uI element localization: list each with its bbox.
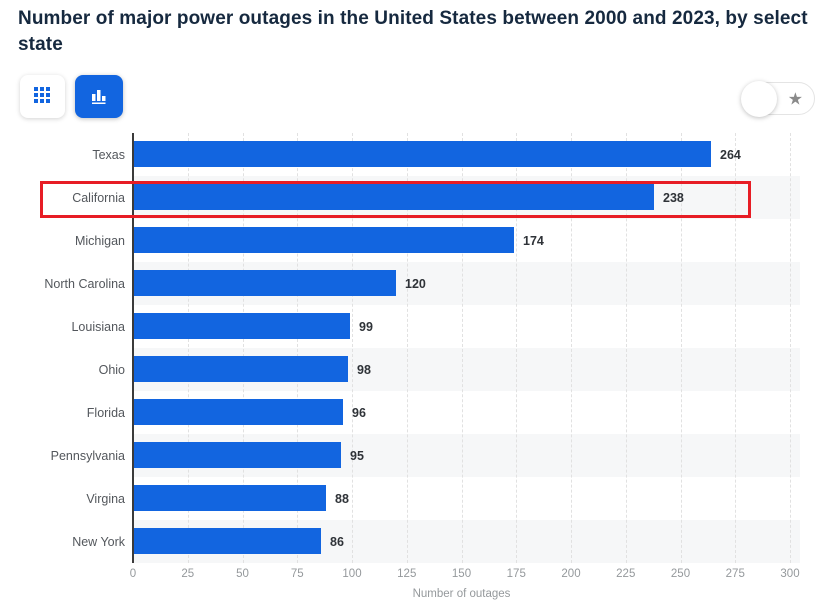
gridline	[461, 133, 463, 563]
gridline	[735, 133, 737, 563]
toggle-knob[interactable]	[741, 81, 777, 117]
category-label-michigan: Michigan	[74, 233, 125, 248]
bar-value-label: 96	[352, 405, 366, 420]
bar-value-label: 88	[335, 491, 349, 506]
gridline	[790, 133, 791, 563]
x-axis-label: Number of outages	[412, 588, 511, 600]
bar-north-carolina[interactable]	[133, 270, 396, 296]
bar-chart: Texas California Michigan North Carolina Lou…	[0, 133, 840, 603]
x-tick-label: 250	[670, 568, 691, 580]
bar-new-york[interactable]	[133, 528, 321, 554]
x-tick-label: 225	[616, 568, 636, 580]
gridline	[297, 133, 299, 563]
favorite-toggle[interactable]: ★	[741, 81, 815, 117]
y-axis-line	[132, 133, 134, 563]
grid-icon	[34, 86, 51, 107]
x-tick-label: 150	[451, 568, 472, 580]
bar-michigan[interactable]	[133, 227, 514, 253]
x-tick-label: 200	[561, 568, 581, 580]
bar-value-label: 174	[523, 233, 544, 248]
plot-area: 264 238 174 120 99 98 96 95 88 86	[133, 133, 800, 563]
x-tick-label: 25	[181, 568, 195, 580]
bar-value-label: 264	[720, 147, 741, 162]
category-axis: Texas California Michigan North Carolina Lou…	[0, 133, 125, 563]
category-label-texas: Texas	[92, 147, 125, 162]
bar-louisiana[interactable]	[133, 313, 350, 339]
x-tick-label: 75	[290, 568, 304, 580]
table-view-button[interactable]	[20, 75, 65, 118]
category-label-north-carolina: North Carolina	[44, 276, 125, 291]
bar-value-label: 238	[663, 190, 684, 205]
bar-chart-icon	[90, 87, 108, 107]
highlight-box-california	[40, 181, 751, 218]
bar-california[interactable]	[133, 184, 654, 210]
category-label-louisiana: Louisiana	[71, 319, 125, 334]
gridline	[680, 133, 682, 563]
gridline	[516, 133, 518, 563]
category-label-california: California	[72, 190, 125, 205]
category-label-new-york: New York	[72, 534, 125, 549]
gridline	[352, 133, 353, 563]
chart-view-button[interactable]	[75, 75, 123, 118]
x-tick-label: 0	[129, 568, 137, 580]
bar-ohio[interactable]	[133, 356, 348, 382]
category-label-virgina: Virgina	[86, 491, 125, 506]
bar-value-label: 95	[350, 448, 364, 463]
category-label-ohio: Ohio	[98, 362, 125, 377]
bar-pennsylvania[interactable]	[133, 442, 341, 468]
bar-virgina[interactable]	[133, 485, 326, 511]
bar-value-label: 98	[357, 362, 371, 377]
page-title: Number of major power outages in the Uni…	[18, 8, 808, 55]
bar-florida[interactable]	[133, 399, 343, 425]
gridline	[187, 133, 189, 563]
category-label-florida: Florida	[86, 405, 125, 420]
gridline	[571, 133, 572, 563]
category-label-pennsylvania: Pennsylvania	[50, 448, 125, 463]
x-tick-label: 275	[725, 568, 745, 580]
x-tick-label: 300	[780, 568, 800, 580]
gridline	[242, 133, 244, 563]
x-tick-label: 175	[506, 568, 526, 580]
gridline	[406, 133, 408, 563]
gridline	[625, 133, 627, 563]
x-tick-label: 50	[236, 568, 249, 580]
bar-value-label: 120	[405, 276, 426, 291]
bar-texas[interactable]	[133, 141, 711, 167]
x-tick-label: 100	[342, 568, 362, 580]
bar-value-label: 99	[359, 319, 373, 334]
star-icon: ★	[787, 89, 803, 108]
bar-value-label: 86	[330, 534, 344, 549]
x-tick-label: 125	[397, 568, 417, 580]
